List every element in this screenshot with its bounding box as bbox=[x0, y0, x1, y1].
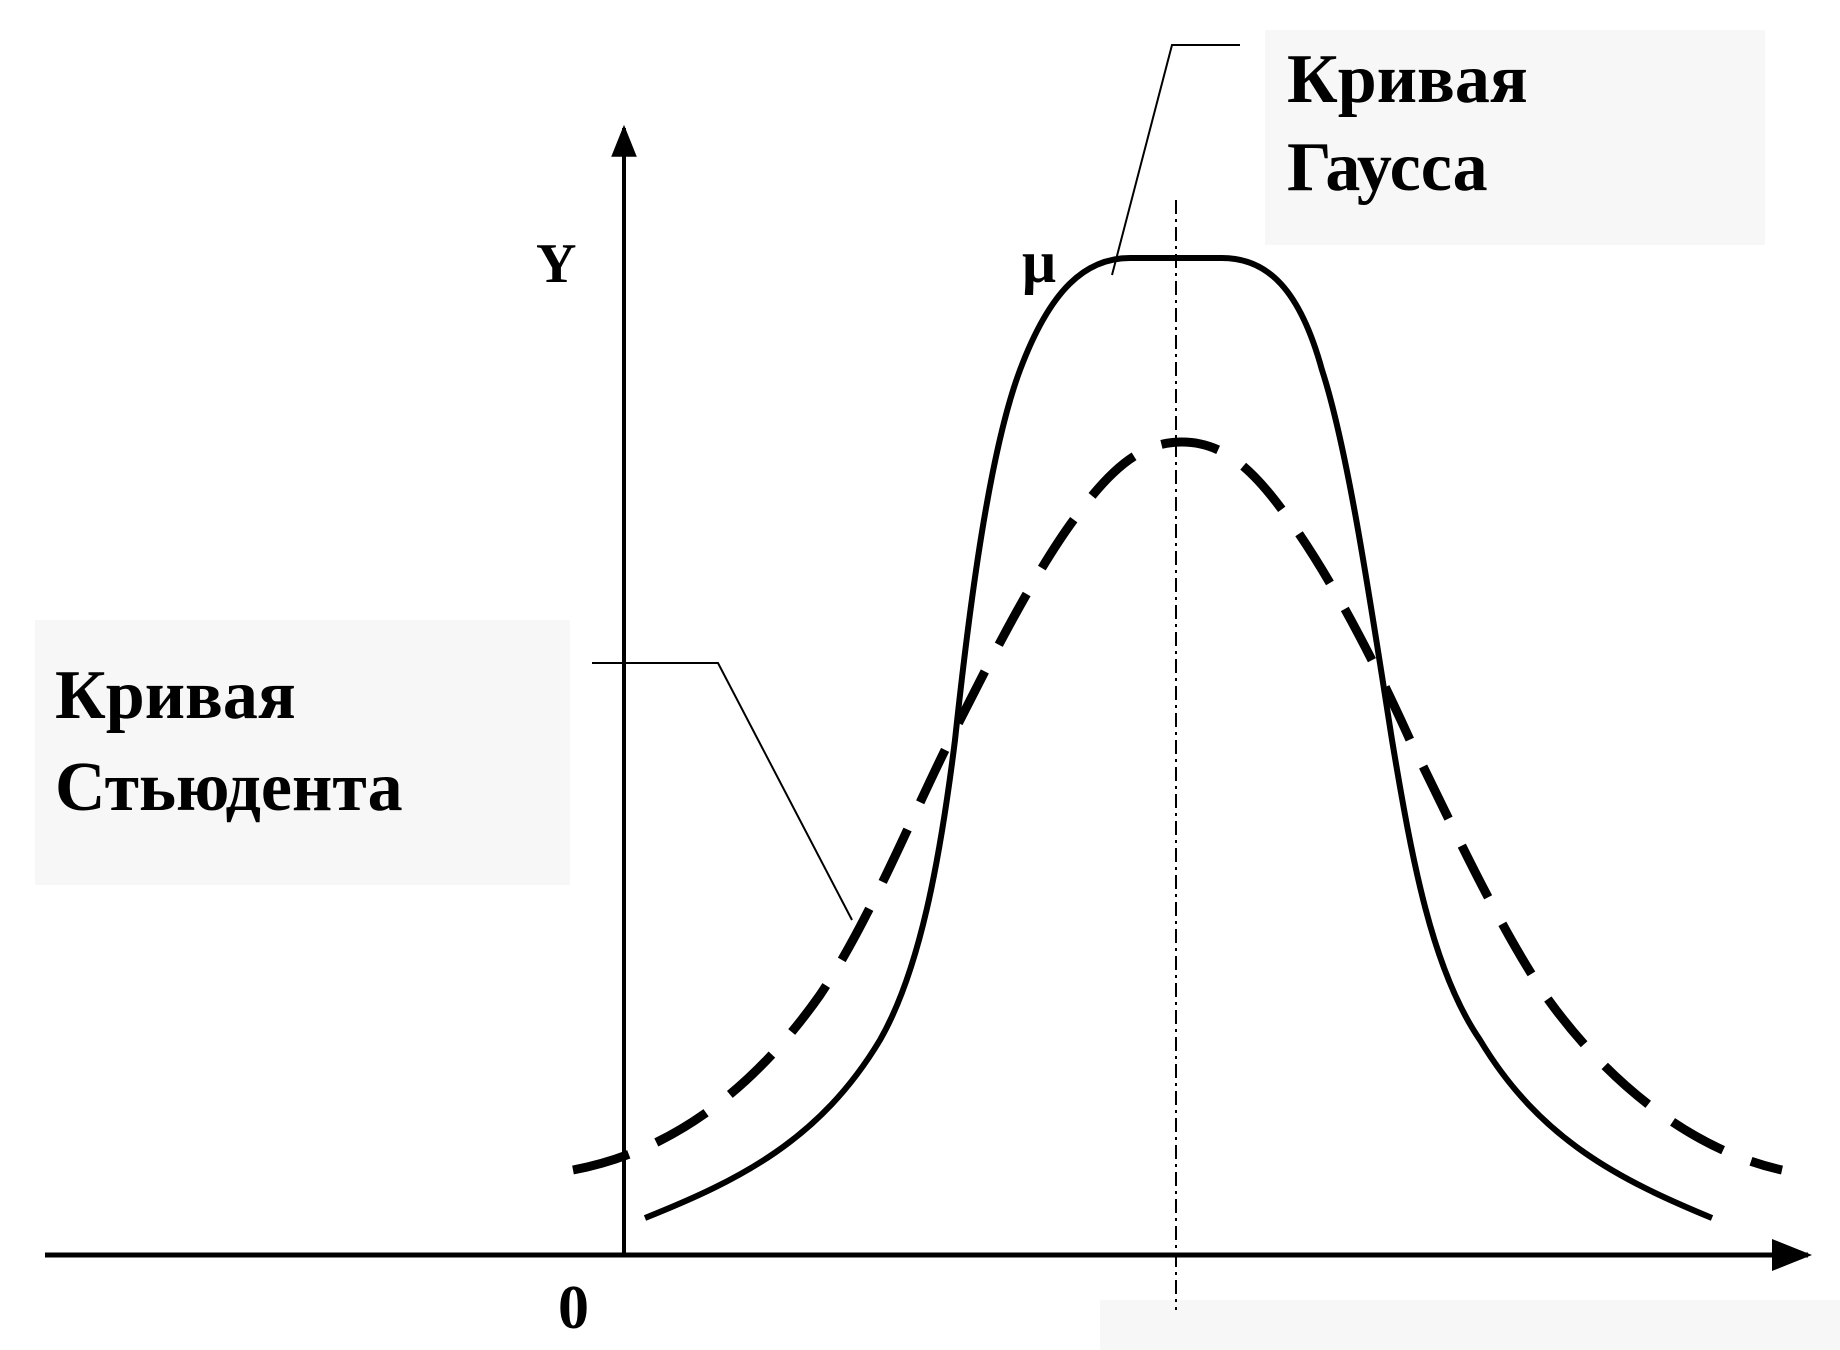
mu-label: μ bbox=[1022, 229, 1056, 295]
gauss-curve-label-line1: Кривая bbox=[1287, 41, 1528, 118]
gauss-label-panel bbox=[1265, 30, 1765, 245]
student-curve-label-line1: Кривая bbox=[55, 657, 296, 734]
student-leader-line bbox=[592, 662, 853, 921]
student-curve-label-line2: Стьюдента bbox=[55, 749, 403, 826]
student-curve bbox=[572, 437, 1783, 1175]
origin-label: 0 bbox=[558, 1274, 589, 1342]
bottom-right-panel bbox=[1100, 1300, 1840, 1350]
gauss-leader-line bbox=[1111, 44, 1240, 276]
y-axis-label: Y bbox=[536, 233, 576, 295]
gauss-curve bbox=[643, 255, 1714, 1221]
gauss-curve-label-line2: Гаусса bbox=[1287, 129, 1488, 206]
student-label-panel bbox=[35, 620, 570, 885]
